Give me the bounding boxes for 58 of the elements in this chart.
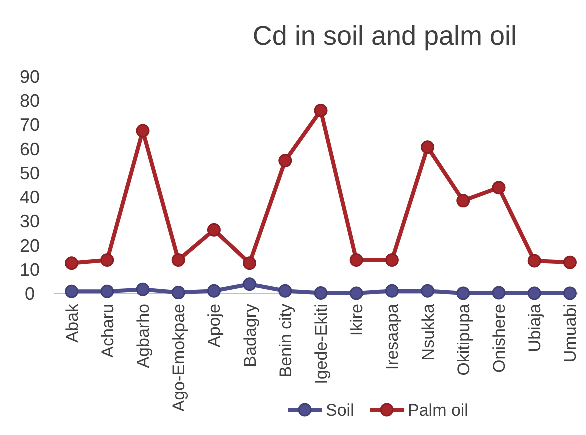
point	[207, 223, 221, 237]
x-tick-label: Nsukka	[418, 303, 438, 361]
point	[421, 284, 435, 298]
point	[528, 286, 542, 300]
point	[243, 256, 257, 270]
x-tick-label: Abak	[62, 304, 82, 343]
x-tick-label: Igede-Ekiti	[312, 304, 331, 384]
point	[100, 284, 114, 298]
point	[563, 256, 577, 270]
y-tick-label: 0	[24, 284, 36, 304]
point	[172, 286, 186, 300]
y-tick-label: 50	[20, 163, 40, 184]
y-tick-label: 60	[20, 139, 40, 160]
point	[456, 286, 470, 300]
x-tick-label: Onishere	[490, 304, 509, 373]
y-tick-label: 80	[20, 91, 40, 112]
x-tick-label: Benin city	[276, 304, 296, 378]
point	[350, 286, 364, 300]
y-tick-label: 20	[20, 236, 40, 256]
x-tick-label: Iresaapa	[383, 303, 402, 370]
point	[492, 286, 506, 300]
point	[385, 284, 399, 298]
legend-label: Palm oil	[408, 401, 468, 420]
point	[563, 286, 577, 300]
point	[492, 181, 506, 195]
y-tick-label: 40	[20, 188, 40, 208]
x-tick-label: Umuabi	[561, 304, 580, 363]
y-tick-label: 90	[20, 67, 40, 87]
point	[314, 286, 328, 300]
point	[136, 124, 150, 138]
point	[528, 254, 542, 268]
point	[65, 256, 79, 270]
point	[385, 253, 399, 267]
x-tick-label: Apoje	[205, 304, 224, 348]
y-tick-label: 70	[20, 115, 40, 136]
point	[456, 194, 470, 208]
point	[350, 253, 364, 267]
x-tick-label: Ago-Emokpae	[170, 304, 189, 412]
point	[100, 253, 114, 267]
point	[136, 282, 150, 296]
x-tick-label: Ikire	[348, 304, 367, 336]
x-tick-label: Agbarho	[134, 304, 153, 368]
point	[207, 284, 221, 298]
x-tick-label: Acharu	[98, 304, 118, 358]
point	[172, 253, 186, 267]
point	[278, 154, 292, 168]
point	[243, 278, 257, 292]
y-tick-label: 30	[20, 212, 40, 232]
point	[278, 284, 292, 298]
point	[65, 284, 79, 298]
x-tick-label: Okitipupa	[454, 303, 474, 376]
chart-title: Cd in soil and palm oil	[252, 21, 518, 51]
point	[421, 140, 435, 154]
x-tick-label: Ubiaja	[526, 303, 545, 352]
legend-label: Soil	[326, 401, 354, 420]
x-tick-label: Badagry	[240, 304, 260, 368]
y-tick-label: 10	[20, 260, 40, 280]
point	[314, 104, 328, 118]
